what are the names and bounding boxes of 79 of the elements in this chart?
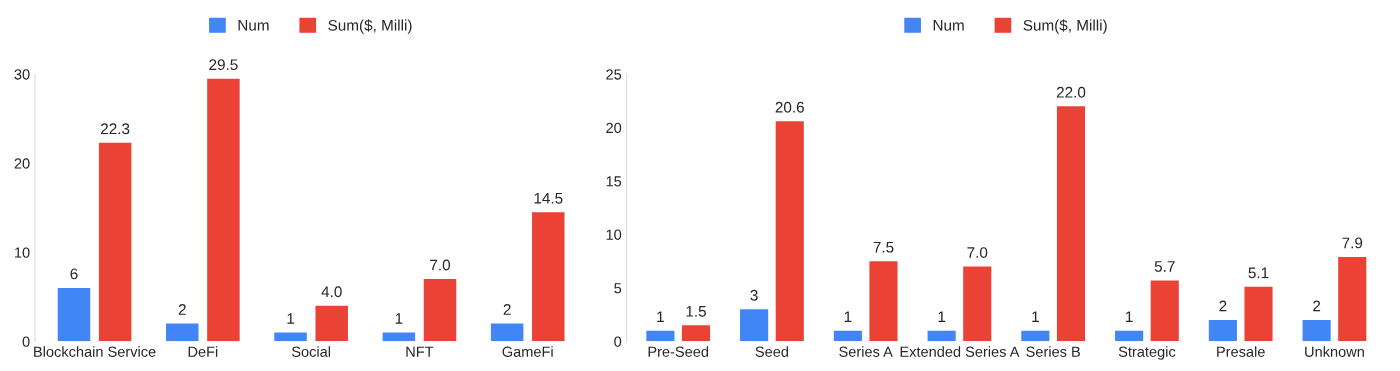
bar bbox=[775, 121, 804, 342]
data-label: 2 bbox=[503, 304, 511, 315]
x-tick-label: Series A bbox=[839, 346, 893, 357]
data-label: 22.3 bbox=[101, 123, 130, 135]
x-tick-label: Extended Series A bbox=[900, 346, 1020, 357]
bar bbox=[274, 332, 307, 342]
bar bbox=[833, 330, 862, 342]
x-tick-label: Series B bbox=[1026, 346, 1080, 357]
y-tick-label: 15 bbox=[606, 176, 622, 187]
bar bbox=[490, 323, 524, 342]
data-label: 7.9 bbox=[1342, 237, 1363, 249]
x-tick-label: GameFi bbox=[502, 346, 553, 357]
bar bbox=[1244, 286, 1273, 342]
x-tick-label: Pre-Seed bbox=[648, 346, 709, 357]
data-label: 3 bbox=[750, 289, 758, 301]
y-tick-label: 5 bbox=[614, 283, 622, 294]
bar bbox=[532, 212, 565, 342]
y-tick-label: 30 bbox=[14, 69, 30, 80]
data-label: 1 bbox=[1126, 311, 1133, 322]
x-tick-label: Blockchain Service bbox=[34, 346, 156, 357]
bar bbox=[207, 78, 240, 342]
bar bbox=[1021, 330, 1050, 342]
bar bbox=[98, 142, 132, 342]
data-label: 6 bbox=[70, 268, 78, 280]
data-label: 7.0 bbox=[967, 247, 988, 258]
legend-label: Num bbox=[238, 20, 269, 31]
x-tick-label: NFT bbox=[406, 346, 434, 357]
y-tick-label: 0 bbox=[22, 336, 30, 347]
data-label: 1 bbox=[657, 311, 664, 322]
data-label: 1 bbox=[1032, 311, 1039, 322]
x-tick-label: Presale bbox=[1217, 346, 1265, 357]
x-tick-label: Strategic bbox=[1118, 346, 1176, 360]
bar bbox=[963, 266, 992, 342]
x-tick-label: Social bbox=[291, 346, 331, 357]
bar bbox=[57, 287, 91, 342]
data-label: 29.5 bbox=[209, 59, 238, 71]
bar bbox=[1302, 319, 1331, 342]
data-label: 1 bbox=[287, 313, 295, 324]
y-tick-label: 25 bbox=[606, 69, 622, 80]
data-label: 7.0 bbox=[430, 259, 451, 271]
bar bbox=[646, 330, 675, 342]
x-tick-label: DeFi bbox=[188, 346, 218, 357]
data-label: 1 bbox=[938, 311, 946, 322]
data-label: 1.5 bbox=[686, 306, 706, 317]
bar bbox=[166, 323, 199, 342]
data-label: 5.7 bbox=[1154, 261, 1175, 272]
data-label: 1 bbox=[844, 311, 852, 322]
data-label: 7.5 bbox=[873, 241, 894, 253]
y-tick-label: 10 bbox=[606, 229, 622, 240]
legend-label: Sum($, Milli) bbox=[328, 19, 412, 34]
y-tick-label: 20 bbox=[14, 158, 30, 169]
bar bbox=[1115, 330, 1144, 342]
data-label: 5.1 bbox=[1248, 267, 1269, 279]
bar bbox=[382, 332, 416, 342]
bar bbox=[681, 325, 711, 342]
x-tick-label: Unknown bbox=[1305, 346, 1364, 357]
data-label: 22.0 bbox=[1056, 86, 1086, 98]
x-tick-label: Seed bbox=[755, 346, 789, 357]
bar bbox=[1338, 256, 1367, 342]
legend-label: Sum($, Milli) bbox=[1023, 19, 1107, 34]
data-label: 2 bbox=[178, 304, 186, 315]
data-label: 20.6 bbox=[775, 101, 804, 113]
data-label: 2 bbox=[1313, 300, 1321, 312]
bar bbox=[423, 278, 457, 342]
bar bbox=[1150, 280, 1179, 342]
bar bbox=[1208, 319, 1237, 342]
legend-label: Num bbox=[933, 20, 964, 31]
data-label: 4.0 bbox=[321, 286, 342, 298]
bar bbox=[315, 305, 348, 342]
y-tick-label: 10 bbox=[15, 247, 30, 258]
bar bbox=[740, 309, 769, 342]
data-label: 1 bbox=[395, 313, 403, 324]
y-tick-label: 20 bbox=[606, 122, 622, 134]
data-label: 14.5 bbox=[534, 192, 563, 204]
bar bbox=[1056, 106, 1086, 342]
bar bbox=[927, 330, 956, 342]
bar bbox=[869, 261, 898, 342]
y-tick-label: 0 bbox=[614, 336, 622, 347]
data-label: 2 bbox=[1219, 300, 1227, 312]
